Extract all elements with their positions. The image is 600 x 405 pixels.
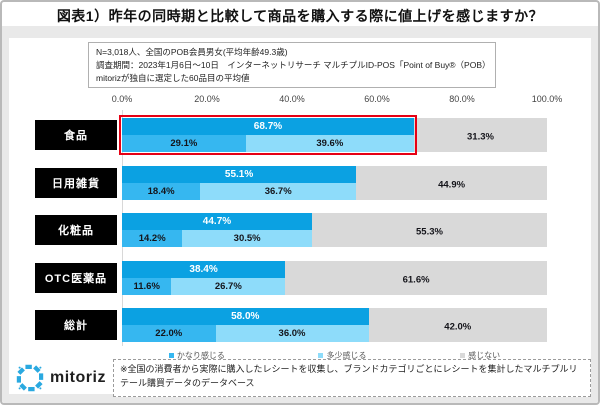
bar-row-2: 55.1% 18.4% 36.7% 44.9% (122, 165, 547, 200)
legend-swatch (460, 352, 466, 358)
legend-swatch (318, 352, 324, 358)
legend-label: 感じない (468, 350, 501, 360)
x-axis-tick: 100.0% (531, 94, 563, 104)
bar-row-5: 58.0% 22.0% 36.0% 42.0% (122, 308, 547, 342)
category-label-4: OTC医薬品 (35, 262, 117, 293)
legend-label: かなり感じる (176, 350, 225, 360)
bar-row-1: 68.7% 29.1% 39.6% 31.3% (119, 115, 547, 155)
category-label-1: 食品 (35, 120, 117, 150)
not-feel-segment: 42.0% (368, 308, 547, 342)
category-label-2: 日用雑貨 (35, 167, 117, 198)
felt-increase-area: 55.1% 18.4% 36.7% (122, 165, 357, 200)
somewhat-feel-segment: 36.7% (200, 182, 357, 200)
legend-item: かなり感じる (168, 350, 225, 361)
survey-note-line3: mitorizが独自に選定した60品目の平均値 (96, 73, 250, 84)
chart-legend: かなり感じる 多少感じる 感じない (122, 349, 547, 361)
not-feel-segment: 44.9% (356, 165, 547, 200)
total-bar-segment: 44.7% (122, 213, 312, 230)
survey-note-box: N=3,018人、全国のPOB会員男女(平均年齢49.3歳) 調査期間：2023… (88, 42, 496, 88)
legend-label: 多少感じる (326, 350, 367, 360)
not-feel-value: 31.3% (467, 131, 494, 143)
strongly-feel-segment: 11.6% (122, 277, 172, 295)
x-axis: 0.0% 20.0% 40.0% 60.0% 80.0% 100.0% (112, 94, 563, 106)
mitoriz-logo-text: mitoriz (50, 369, 106, 386)
x-axis-tick: 60.0% (364, 94, 390, 104)
not-feel-value: 55.3% (416, 226, 443, 238)
somewhat-feel-segment: 26.7% (171, 277, 286, 295)
footer-note-box: ※全国の消費者から実際に購入したレシートを収集し、ブランドカテゴリごとにレシート… (113, 359, 591, 397)
somewhat-feel-segment: 30.5% (182, 230, 312, 247)
total-bar-segment: 38.4% (122, 260, 286, 278)
strongly-feel-segment: 29.1% (122, 135, 246, 152)
split-bar: 22.0% 36.0% (122, 325, 369, 342)
split-bar: 29.1% 39.6% (122, 135, 414, 152)
not-feel-segment: 31.3% (413, 118, 547, 152)
category-label-3: 化粧品 (35, 215, 117, 245)
not-feel-segment: 55.3% (311, 213, 547, 247)
strongly-feel-segment: 18.4% (122, 182, 201, 200)
total-bar-segment: 55.1% (122, 165, 357, 183)
x-axis-tick: 0.0% (111, 94, 133, 104)
somewhat-feel-segment: 36.0% (215, 325, 369, 342)
page-title: 図表1）昨年の同時期と比較して商品を購入する際に値上げを感じますか？ (56, 8, 544, 24)
felt-increase-area: 38.4% 11.6% 26.7% (122, 260, 286, 295)
not-feel-segment: 61.6% (285, 260, 547, 295)
felt-increase-area: 58.0% 22.0% 36.0% (122, 308, 369, 342)
bar-row-3: 44.7% 14.2% 30.5% 55.3% (122, 213, 547, 247)
category-label-5: 総計 (35, 310, 117, 340)
survey-note-line1: N=3,018人、全国のPOB会員男女(平均年齢49.3歳) (96, 47, 288, 57)
legend-item: 感じない (460, 350, 500, 361)
legend-item: 多少感じる (318, 350, 366, 361)
strongly-feel-segment: 22.0% (122, 325, 216, 342)
total-bar-segment: 58.0% (122, 308, 369, 325)
split-bar: 14.2% 30.5% (122, 230, 312, 247)
x-axis-tick: 40.0% (279, 94, 305, 104)
split-bar: 18.4% 36.7% (122, 182, 357, 200)
not-feel-value: 44.9% (438, 179, 466, 191)
somewhat-feel-segment: 39.6% (245, 135, 414, 152)
total-bar-segment: 68.7% (122, 118, 414, 135)
bar-row-4: 38.4% 11.6% 26.7% 61.6% (122, 260, 547, 295)
legend-swatch (168, 352, 174, 358)
mitoriz-logo-icon (16, 364, 44, 392)
x-axis-tick: 80.0% (449, 94, 475, 104)
felt-increase-area: 44.7% 14.2% 30.5% (122, 213, 312, 247)
not-feel-value: 61.6% (402, 274, 430, 286)
survey-note-line2: 調査期間：2023年1月6日～10日 インターネットリサーチ マルチプルID-P… (96, 60, 488, 71)
felt-increase-area: 68.7% 29.1% 39.6% (122, 118, 414, 152)
mitoriz-logo: mitoriz (15, 361, 106, 395)
x-axis-tick: 20.0% (194, 94, 220, 104)
split-bar: 11.6% 26.7% (122, 277, 286, 295)
footer-note-text: ※全国の消費者から実際に購入したレシートを収集し、ブランドカテゴリごとにレシート… (120, 364, 578, 388)
not-feel-value: 42.0% (444, 321, 472, 333)
strongly-feel-segment: 14.2% (122, 230, 183, 247)
